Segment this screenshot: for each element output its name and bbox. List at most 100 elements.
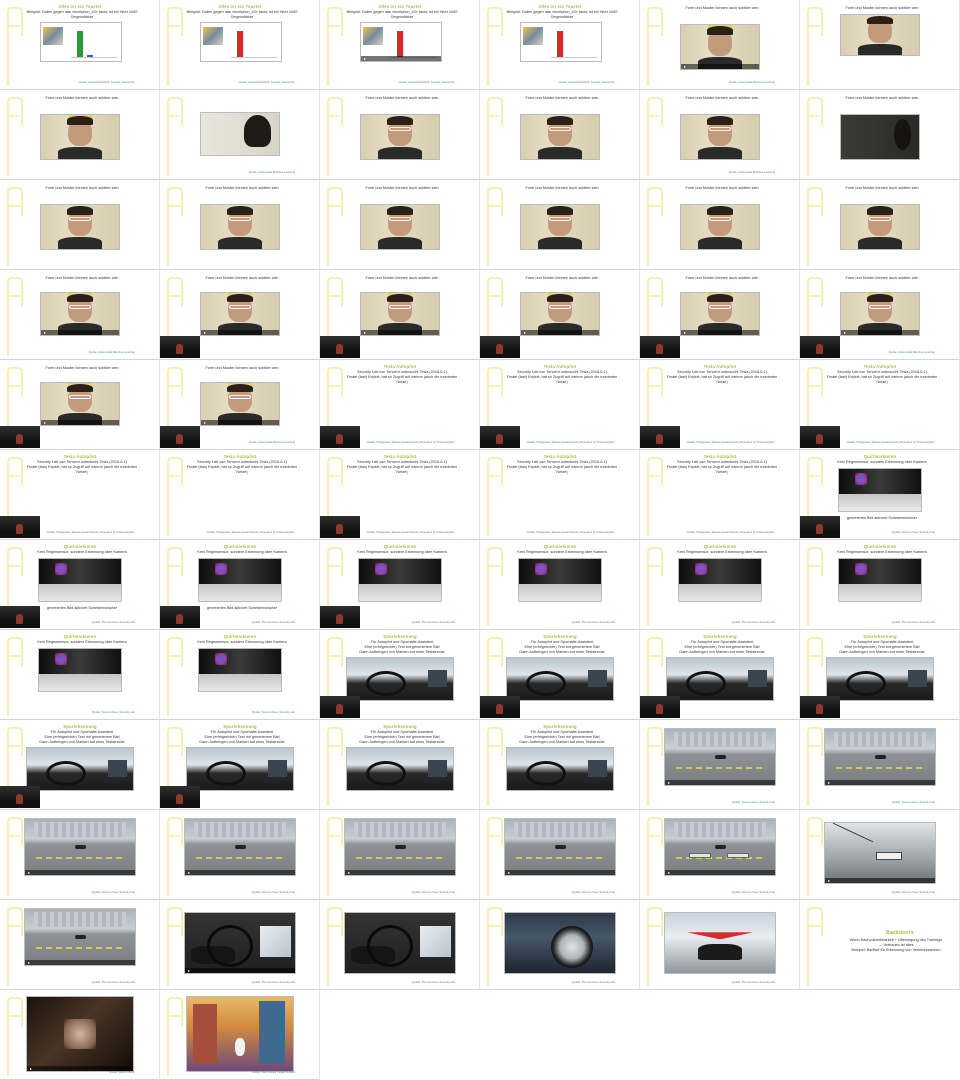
slide-media[interactable] — [40, 22, 122, 62]
slide-thumbnail[interactable]: Form und Muster können auch subtiler sei… — [800, 90, 960, 180]
slide-thumbnail[interactable]: Tesla Autopilot Security Lab von Tencent … — [640, 360, 800, 450]
slide-media[interactable] — [824, 822, 936, 884]
presenter-video[interactable] — [640, 336, 680, 358]
slide-thumbnail[interactable]: Quelle: Tencent Keen Security Lab — [800, 810, 960, 900]
slide-media[interactable] — [840, 114, 920, 160]
slide-media[interactable] — [506, 747, 614, 791]
presenter-video[interactable] — [0, 516, 40, 538]
slide-thumbnail[interactable]: Alles ist ein Toaster Beispiel: Daten geg… — [320, 0, 480, 90]
slide-thumbnail[interactable]: Spurerkennung Für Autopilot und Spurhalte… — [480, 720, 640, 810]
presenter-video[interactable] — [320, 696, 360, 718]
slide-thumbnail[interactable]: Tesla Autopilot Security Lab von Tencent … — [800, 360, 960, 450]
presenter-video[interactable] — [320, 336, 360, 358]
slide-thumbnail[interactable]: Tesla Autopilot Security Lab von Tencent … — [320, 450, 480, 540]
slide-media[interactable] — [826, 657, 934, 701]
presenter-video[interactable] — [480, 696, 520, 718]
slide-thumbnail[interactable]: Quelle: Walt Disney Image Studios — [160, 990, 320, 1080]
slide-thumbnail[interactable]: Quirlmarkieren Kein Regensensor, sondern … — [800, 540, 960, 630]
slide-media[interactable] — [198, 648, 282, 692]
slide-thumbnail[interactable]: Quirlmarkieren Kein Regensensor, sondern … — [480, 540, 640, 630]
slide-thumbnail[interactable]: Quelle: Tencent Keen Security Lab — [480, 900, 640, 990]
slide-thumbnail[interactable]: Quelle: Tencent Keen Security Lab — [640, 720, 800, 810]
slide-media[interactable] — [520, 204, 600, 250]
slide-thumbnail[interactable]: Form und Muster können auch subtiler sei… — [0, 180, 160, 270]
slide-media[interactable] — [26, 996, 134, 1072]
slide-thumbnail[interactable]: Form und Muster können auch subtiler sei… — [0, 360, 160, 450]
slide-thumbnail[interactable]: Form und Muster können auch subtiler sei… — [160, 360, 320, 450]
slide-media[interactable] — [200, 22, 282, 62]
presenter-video[interactable] — [160, 606, 200, 628]
slide-thumbnail[interactable]: Quirlmarkieren Kein Regensensor, sondern … — [0, 630, 160, 720]
slide-media[interactable] — [40, 204, 120, 250]
slide-media[interactable] — [504, 912, 616, 974]
video-controls[interactable] — [25, 960, 135, 965]
video-controls[interactable] — [505, 870, 615, 875]
slide-thumbnail[interactable]: Alles ist ein Toaster Beispiel: Daten geg… — [160, 0, 320, 90]
video-controls[interactable] — [361, 56, 441, 61]
slide-media[interactable] — [520, 114, 600, 160]
slide-media[interactable] — [664, 728, 776, 786]
video-controls[interactable] — [681, 64, 759, 69]
video-controls[interactable] — [25, 870, 135, 875]
slide-thumbnail[interactable]: Spurerkennung Für Autopilot und Spurhalte… — [480, 630, 640, 720]
slide-media[interactable] — [680, 204, 760, 250]
slide-thumbnail[interactable]: Quelle: Warner Bros. — [0, 990, 160, 1080]
slide-thumbnail[interactable]: Form und Muster können auch subtiler sei… — [640, 90, 800, 180]
video-controls[interactable] — [201, 420, 279, 425]
presenter-video[interactable] — [320, 426, 360, 448]
slide-thumbnail[interactable]: Form und Muster können auch subtiler sei… — [640, 0, 800, 90]
presenter-video[interactable] — [640, 696, 680, 718]
video-controls[interactable] — [41, 330, 119, 335]
slide-thumbnail[interactable]: Form und Muster können auch subtiler sei… — [160, 180, 320, 270]
presenter-video[interactable] — [160, 786, 200, 808]
slide-thumbnail[interactable]: Spurerkennung Für Autopilot und Spurhalte… — [640, 630, 800, 720]
slide-thumbnail[interactable]: Alles ist ein Toaster Beispiel: Daten geg… — [480, 0, 640, 90]
slide-thumbnail[interactable]: Tesla Autopilot Security Lab von Tencent … — [0, 450, 160, 540]
presenter-video[interactable] — [0, 786, 40, 808]
video-controls[interactable] — [665, 780, 775, 785]
slide-media[interactable] — [520, 22, 602, 62]
slide-media[interactable] — [200, 112, 280, 156]
slide-thumbnail[interactable]: Form und Muster können auch subtiler sei… — [0, 90, 160, 180]
slide-media[interactable] — [346, 657, 454, 701]
video-controls[interactable] — [185, 870, 295, 875]
slide-thumbnail[interactable]: Form und Muster können auch subtiler sei… — [480, 180, 640, 270]
slide-thumbnail[interactable]: Backdoors Worin Nachvollziehbarkeit + Off… — [800, 900, 960, 990]
video-controls[interactable] — [841, 330, 919, 335]
slide-media[interactable] — [506, 657, 614, 701]
slide-media[interactable] — [664, 912, 776, 974]
slide-thumbnail[interactable]: Quelle: Tencent Keen Security Lab — [160, 900, 320, 990]
slide-media[interactable] — [184, 912, 296, 974]
video-controls[interactable] — [361, 330, 439, 335]
slide-thumbnail[interactable]: Spurerkennung Für Autopilot und Spurhalte… — [320, 630, 480, 720]
presenter-video[interactable] — [160, 426, 200, 448]
video-controls[interactable] — [201, 330, 279, 335]
slide-thumbnail[interactable]: Quelle: Tencent Keen Security Lab — [640, 810, 800, 900]
slide-media[interactable] — [838, 558, 922, 602]
slide-thumbnail[interactable]: Form und Muster können auch subtiler sei… — [160, 270, 320, 360]
video-controls[interactable] — [345, 870, 455, 875]
slide-media[interactable] — [360, 292, 440, 336]
slide-media[interactable] — [840, 204, 920, 250]
slide-media[interactable] — [38, 648, 122, 692]
presenter-video[interactable] — [480, 336, 520, 358]
slide-media[interactable] — [198, 558, 282, 602]
slide-thumbnail[interactable]: Quelle: Tencent Keen Security Lab — [160, 810, 320, 900]
slide-thumbnail[interactable]: Quelle: Tencent Keen Security Lab — [640, 900, 800, 990]
slide-thumbnail[interactable]: Quirlmarkieren Kein Regensensor, sondern … — [800, 450, 960, 540]
slide-thumbnail[interactable]: Form und Muster können auch subtiler sei… — [640, 270, 800, 360]
slide-thumbnail[interactable]: Tesla Autopilot Security Lab von Tencent … — [160, 450, 320, 540]
slide-media[interactable] — [26, 747, 134, 791]
presenter-video[interactable] — [800, 336, 840, 358]
slide-media[interactable] — [200, 382, 280, 426]
slide-media[interactable] — [24, 818, 136, 876]
slide-media[interactable] — [358, 558, 442, 602]
slide-thumbnail[interactable]: Form und Muster können auch subtiler sei… — [800, 180, 960, 270]
slide-media[interactable] — [360, 204, 440, 250]
video-controls[interactable] — [521, 330, 599, 335]
slide-media[interactable] — [504, 818, 616, 876]
video-controls[interactable] — [185, 968, 295, 973]
slide-thumbnail[interactable]: Form und Muster können auch subtiler sei… — [480, 90, 640, 180]
slide-media[interactable] — [840, 292, 920, 336]
video-controls[interactable] — [681, 330, 759, 335]
